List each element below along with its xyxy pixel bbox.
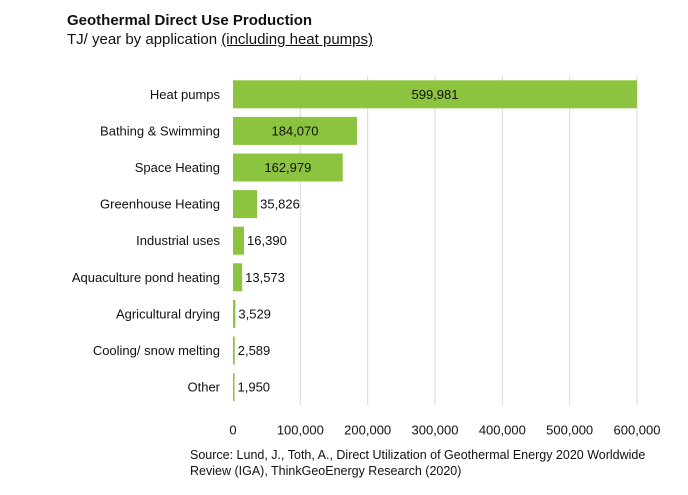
bar bbox=[233, 299, 236, 328]
chart-title: Geothermal Direct Use Production bbox=[67, 12, 313, 29]
data-label: 162,979 bbox=[264, 160, 311, 175]
data-label: 184,070 bbox=[271, 123, 318, 138]
category-label: Greenhouse Heating bbox=[100, 197, 220, 212]
data-label: 1,950 bbox=[238, 380, 271, 395]
category-label: Other bbox=[187, 380, 220, 395]
data-label: 13,573 bbox=[245, 270, 285, 285]
data-label: 3,529 bbox=[238, 306, 271, 321]
data-label: 599,981 bbox=[411, 87, 458, 102]
category-label: Cooling/ snow melting bbox=[93, 343, 220, 358]
category-label: Bathing & Swimming bbox=[100, 123, 220, 138]
data-label: 16,390 bbox=[247, 233, 287, 248]
category-label: Space Heating bbox=[135, 160, 220, 175]
x-tick-label: 100,000 bbox=[277, 422, 324, 437]
bar bbox=[233, 336, 235, 365]
bar bbox=[233, 373, 235, 402]
data-label: 2,589 bbox=[238, 343, 271, 358]
category-label: Agricultural drying bbox=[116, 306, 220, 321]
category-label: Heat pumps bbox=[150, 87, 221, 102]
x-tick-label: 500,000 bbox=[546, 422, 593, 437]
subtitle-text: TJ/ year by application bbox=[67, 31, 218, 48]
data-label: 35,826 bbox=[260, 197, 300, 212]
x-tick-label: 300,000 bbox=[412, 422, 459, 437]
bar bbox=[233, 190, 258, 219]
bar bbox=[233, 263, 243, 292]
x-tick-label: 0 bbox=[229, 422, 236, 437]
bar bbox=[233, 80, 637, 109]
x-tick-label: 400,000 bbox=[479, 422, 526, 437]
bar bbox=[233, 153, 343, 182]
category-label: Industrial uses bbox=[136, 233, 220, 248]
bar bbox=[233, 116, 357, 145]
x-tick-label: 600,000 bbox=[614, 422, 661, 437]
subtitle-underlined: (including heat pumps) bbox=[221, 31, 374, 48]
category-label: Aquaculture pond heating bbox=[72, 270, 220, 285]
chart-subtitle: TJ/ year by application (including heat … bbox=[67, 31, 373, 48]
bar bbox=[233, 226, 245, 255]
chart-source: Source: Lund, J., Toth, A., Direct Utili… bbox=[190, 448, 646, 478]
x-tick-label: 200,000 bbox=[344, 422, 391, 437]
